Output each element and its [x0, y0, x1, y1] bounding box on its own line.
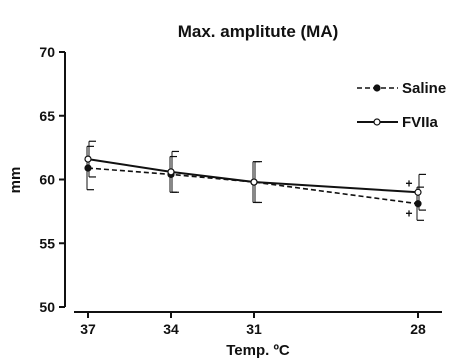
data-point [167, 168, 175, 176]
legend-marker-saline [373, 84, 381, 92]
x-axis: 37 34 31 28 [74, 311, 442, 337]
x-tick-label: 37 [80, 321, 96, 337]
y-tick-label: 65 [39, 108, 55, 124]
x-tick-label: 34 [163, 321, 179, 337]
data-point [84, 155, 92, 163]
series-line [87, 158, 419, 194]
data-point [414, 188, 422, 196]
y-axis-label: mm [7, 167, 24, 194]
y-tick-label: 70 [39, 44, 55, 60]
legend-label-fviia: FVIIa [402, 114, 439, 131]
series-line [87, 167, 419, 205]
data-point [250, 178, 258, 186]
legend-label-saline: Saline [402, 80, 446, 97]
legend-marker-fviia [373, 118, 381, 126]
y-tick-label: 50 [39, 299, 55, 315]
data-point [84, 164, 92, 172]
series-layer: ++ [84, 140, 426, 221]
annotation-mark: + [405, 207, 412, 221]
chart-title: Max. amplitute (MA) [178, 22, 339, 41]
annotation-mark: + [405, 176, 412, 190]
x-tick-label: 28 [410, 321, 426, 337]
x-tick-label: 31 [246, 321, 262, 337]
y-axis: 50 55 60 65 70 [39, 44, 66, 315]
data-point [414, 200, 422, 208]
legend: Saline FVIIa [357, 80, 446, 131]
series-fviia [84, 140, 426, 211]
y-tick-label: 60 [39, 172, 55, 188]
x-axis-label: Temp. ºC [226, 342, 290, 359]
y-tick-label: 55 [39, 235, 55, 251]
